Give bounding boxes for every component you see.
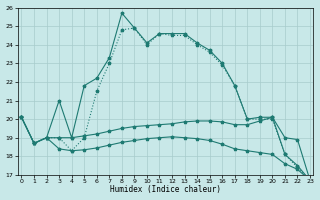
X-axis label: Humidex (Indice chaleur): Humidex (Indice chaleur) [110, 185, 220, 194]
